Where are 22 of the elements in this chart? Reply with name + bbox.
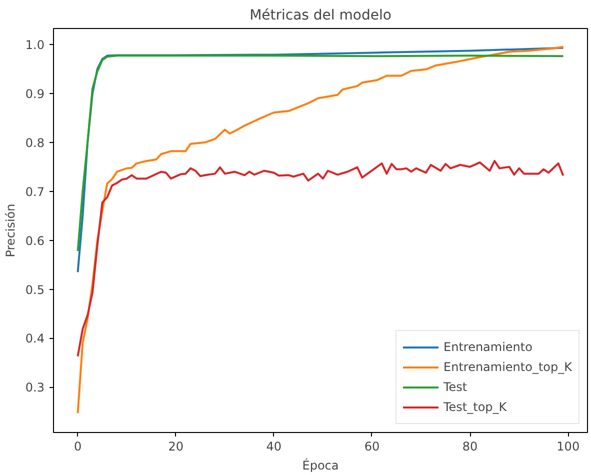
line-series: [76, 160, 564, 358]
x-tick-label: 0: [74, 440, 82, 454]
legend-label: Entrenamiento: [444, 340, 532, 354]
x-tick-label: 60: [364, 440, 380, 454]
y-tick-label: 0.3: [25, 380, 45, 395]
y-axis-title: Precisión: [3, 204, 18, 258]
legend-label: Entrenamiento_top_K: [444, 360, 572, 374]
x-axis-title: Época: [302, 458, 339, 472]
legend-label: Test_top_K: [444, 400, 507, 414]
y-tick-label: 0.4: [25, 332, 45, 346]
y-tick-label: 0.9: [25, 86, 45, 101]
x-tick-label: 40: [266, 440, 282, 454]
y-tick-label: 0.6: [25, 234, 45, 248]
legend-label: Test: [444, 380, 468, 394]
x-tick-label: 80: [462, 440, 478, 454]
y-tick-label: 0.5: [25, 282, 45, 297]
x-tick-label: 100: [556, 440, 580, 454]
x-tick-label: 20: [168, 440, 184, 454]
y-tick-label: 0.7: [25, 184, 45, 199]
y-tick-label: 1.0: [25, 38, 45, 52]
y-tick-label: 0.8: [25, 136, 45, 150]
chart-title: Métricas del modelo: [250, 8, 392, 24]
